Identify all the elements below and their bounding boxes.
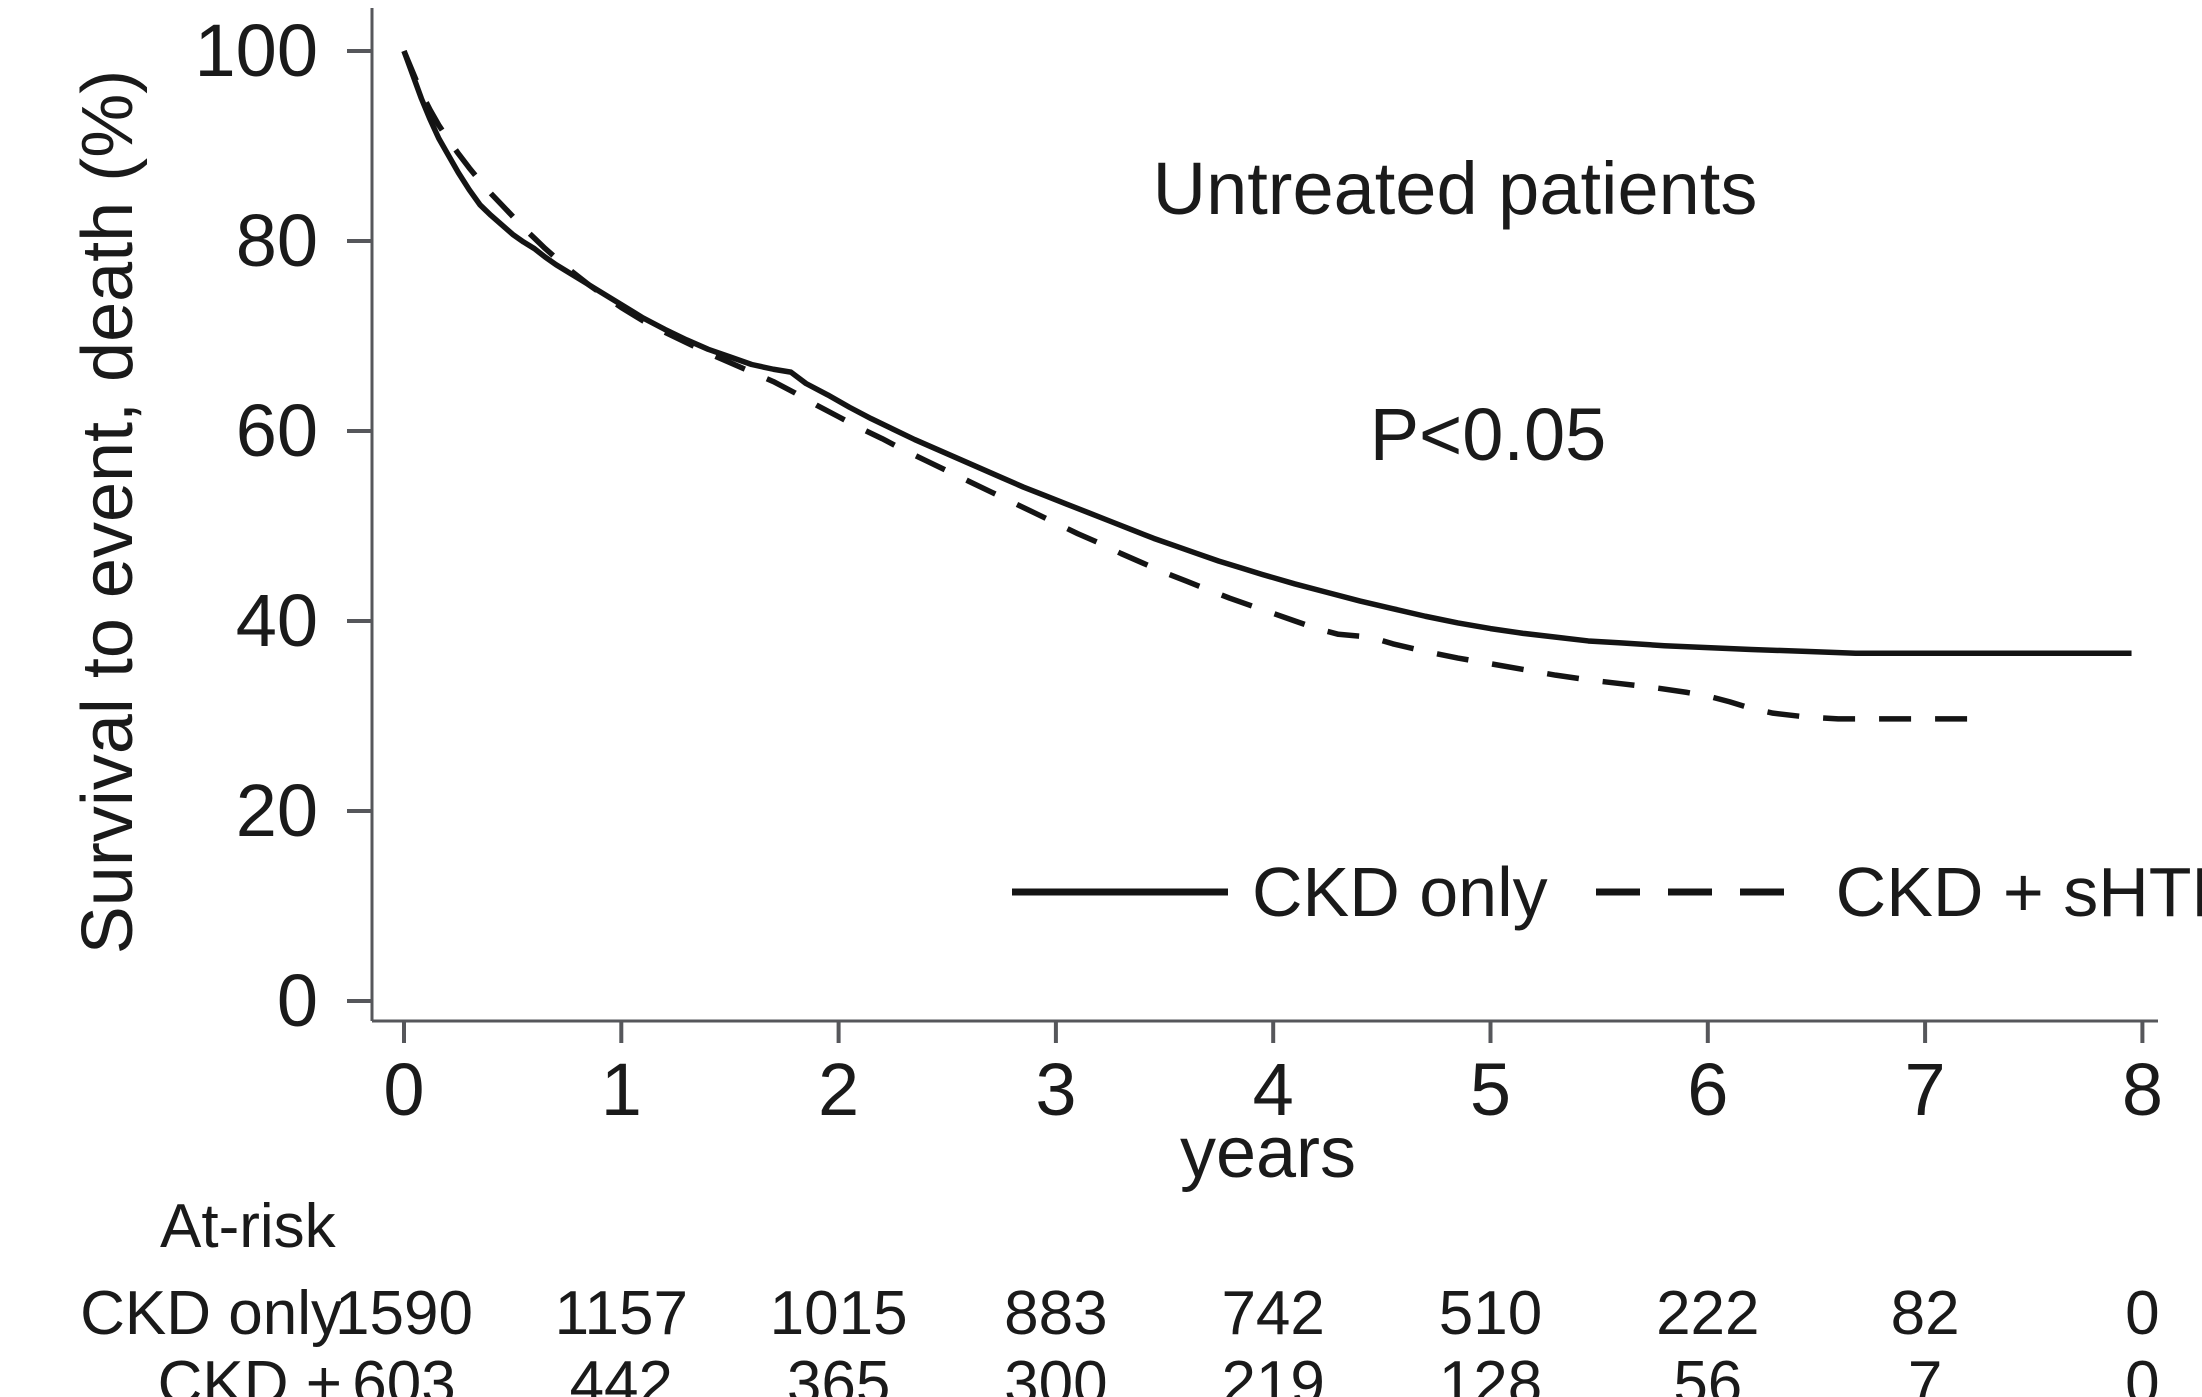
at-risk-count: 82 (1890, 1279, 1960, 1348)
x-tick-label: 2 (818, 1048, 860, 1131)
x-axis-label: years (1179, 1113, 1357, 1193)
y-tick-label: 100 (194, 9, 318, 92)
legend-label-ckd-shtp: CKD + sHTP (1835, 853, 2202, 931)
x-tick-label: 1 (600, 1048, 642, 1131)
at-risk-count: 222 (1656, 1279, 1760, 1348)
x-tick-label: 3 (1035, 1048, 1077, 1131)
x-tick-label: 4 (1252, 1048, 1294, 1131)
at-risk-header: At-risk (160, 1192, 336, 1261)
at-risk-row-label: CKD only (80, 1279, 342, 1348)
legend-label-ckd-only: CKD only (1252, 853, 1548, 931)
x-tick-label: 6 (1687, 1048, 1729, 1131)
at-risk-count: 883 (1004, 1279, 1108, 1348)
at-risk-count: 219 (1221, 1349, 1325, 1397)
at-risk-count: 442 (569, 1349, 674, 1397)
p-value-annotation: P<0.05 (1369, 393, 1607, 476)
chart-title: Untreated patients (1152, 147, 1758, 230)
x-tick-label: 5 (1469, 1048, 1512, 1131)
x-tick-label: 7 (1904, 1048, 1946, 1131)
at-risk-count: 603 (352, 1349, 456, 1397)
y-tick-label: 80 (235, 199, 318, 282)
at-risk-count: 510 (1438, 1279, 1543, 1348)
at-risk-count: 1015 (769, 1279, 908, 1348)
at-risk-count: 0 (2125, 1279, 2160, 1348)
y-tick-label: 20 (235, 769, 318, 852)
at-risk-count: 0 (2125, 1349, 2160, 1397)
at-risk-count: 56 (1673, 1349, 1743, 1397)
y-tick-label: 60 (235, 389, 318, 472)
y-tick-label: 0 (276, 959, 318, 1042)
at-risk-row-label: CKD + sHTP (157, 1349, 342, 1397)
legend: CKD only CKD + sHTP (1010, 852, 2202, 932)
at-risk-count: 365 (786, 1349, 891, 1397)
curve-ckd-shtp (401, 49, 1980, 722)
legend-solid-line-sample (1012, 888, 1228, 896)
at-risk-count: 128 (1438, 1349, 1543, 1397)
y-tick-label: 40 (235, 579, 318, 662)
x-tick-label: 8 (2121, 1048, 2163, 1131)
curve-ckd-only (401, 50, 2132, 657)
at-risk-count: 1157 (554, 1279, 688, 1348)
x-tick-label: 0 (383, 1048, 425, 1131)
at-risk-count: 7 (1907, 1349, 1943, 1397)
at-risk-count: 300 (1004, 1349, 1108, 1397)
at-risk-count: 742 (1221, 1279, 1325, 1348)
legend-dashed-line-sample (1595, 888, 1812, 896)
at-risk-count: 1590 (335, 1279, 473, 1348)
